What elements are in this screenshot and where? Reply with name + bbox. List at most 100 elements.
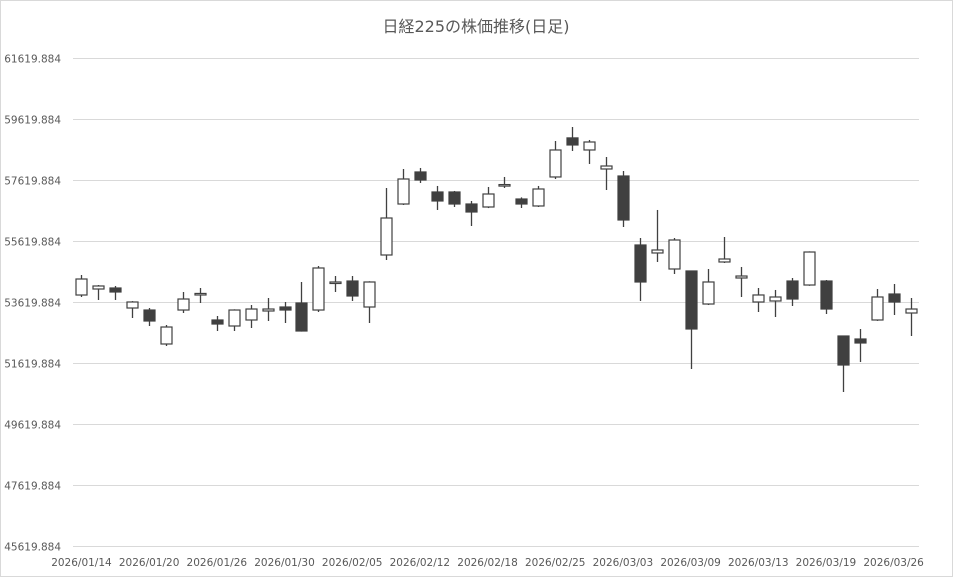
- y-tick-label: 55619.884: [4, 237, 61, 249]
- candle-body: [617, 175, 630, 221]
- candle-body: [498, 183, 511, 187]
- candle-body: [769, 296, 782, 302]
- x-tick-label: 2026/01/30: [254, 557, 315, 569]
- x-tick-label: 2026/01/20: [119, 557, 180, 569]
- candle-body: [363, 281, 376, 308]
- candle: [109, 285, 122, 300]
- candle: [549, 140, 562, 179]
- x-tick-label: 2026/01/26: [187, 557, 248, 569]
- candle-body: [888, 293, 901, 303]
- y-tick-label: 49619.884: [4, 420, 61, 432]
- candle-body: [735, 275, 748, 279]
- x-tick-label: 2026/03/26: [863, 557, 924, 569]
- candle: [211, 315, 224, 332]
- candle-body: [482, 193, 495, 208]
- candle-body: [414, 171, 427, 181]
- candle: [92, 285, 105, 300]
- candle-body: [803, 251, 816, 286]
- candle: [498, 176, 511, 188]
- candle: [431, 185, 444, 210]
- candle: [262, 298, 275, 321]
- candle-body: [126, 301, 139, 309]
- y-tick-label: 53619.884: [4, 298, 61, 310]
- candle-body: [346, 280, 359, 297]
- candle: [143, 308, 156, 326]
- x-axis-labels: 2026/01/14 2026/01/20 2026/01/26 2026/01/30…: [51, 557, 924, 569]
- candle-body: [160, 326, 173, 345]
- y-tick-label: 45619.884: [4, 542, 61, 554]
- candle: [414, 167, 427, 183]
- x-tick-label: 2026/02/05: [322, 557, 383, 569]
- x-tick-label: 2026/03/09: [660, 557, 721, 569]
- x-tick-label: 2026/03/13: [728, 557, 789, 569]
- candle: [566, 126, 579, 151]
- candle: [651, 209, 664, 262]
- candle: [702, 268, 715, 306]
- candle: [888, 284, 901, 315]
- candle: [363, 281, 376, 324]
- candle-body: [634, 244, 647, 283]
- x-tick-label: 2026/02/18: [457, 557, 518, 569]
- candle-body: [600, 165, 613, 170]
- candle-body: [194, 292, 207, 296]
- candle-body: [854, 338, 867, 344]
- candle-body: [143, 309, 156, 322]
- candle-body: [431, 191, 444, 202]
- candle: [295, 281, 308, 332]
- candle-body: [820, 280, 833, 310]
- candle-body: [92, 285, 105, 290]
- candle-body: [109, 287, 122, 293]
- candle-body: [685, 270, 698, 330]
- y-axis-labels: 45619.884 47619.884 49619.884 51619.884 5361…: [4, 54, 61, 554]
- candle: [177, 291, 190, 314]
- candle: [245, 305, 258, 329]
- candle: [532, 185, 545, 207]
- candle: [126, 301, 139, 319]
- candle-body: [532, 188, 545, 207]
- y-tick-label: 61619.884: [4, 54, 61, 66]
- candle: [871, 289, 884, 321]
- candle-body: [871, 296, 884, 321]
- candle: [380, 187, 393, 260]
- candle-body: [448, 191, 461, 205]
- candle-body: [329, 281, 342, 285]
- candle-body: [905, 308, 918, 314]
- y-tick-label: 57619.884: [4, 176, 61, 188]
- candle-body: [515, 198, 528, 205]
- candle-body: [465, 203, 478, 213]
- candle-body: [583, 141, 596, 151]
- candle: [329, 276, 342, 292]
- candle-body: [702, 281, 715, 305]
- candle: [854, 329, 867, 363]
- candle-body: [549, 149, 562, 178]
- candle: [685, 270, 698, 370]
- candle: [769, 289, 782, 318]
- candle: [634, 238, 647, 301]
- candle: [397, 168, 410, 206]
- candle: [786, 277, 799, 306]
- candles: [75, 126, 918, 393]
- candle: [228, 309, 241, 332]
- candle-body: [786, 280, 799, 300]
- candle-body: [752, 294, 765, 303]
- y-tick-label: 51619.884: [4, 359, 61, 371]
- candle-body: [837, 335, 850, 366]
- candle: [583, 139, 596, 164]
- candle-body: [312, 267, 325, 311]
- x-tick-label: 2026/02/25: [525, 557, 586, 569]
- candle: [820, 280, 833, 315]
- candle-body: [262, 308, 275, 312]
- y-tick-label: 59619.884: [4, 115, 61, 127]
- candle-body: [75, 278, 88, 296]
- candle: [905, 298, 918, 337]
- candle: [735, 266, 748, 297]
- candle-body: [668, 239, 681, 270]
- candle: [465, 200, 478, 226]
- x-tick-label: 2026/03/03: [593, 557, 654, 569]
- candle-body: [380, 217, 393, 256]
- chart-title: 日経225の株価推移(日足): [382, 17, 569, 36]
- x-tick-label: 2026/03/19: [796, 557, 857, 569]
- candle-body: [718, 258, 731, 263]
